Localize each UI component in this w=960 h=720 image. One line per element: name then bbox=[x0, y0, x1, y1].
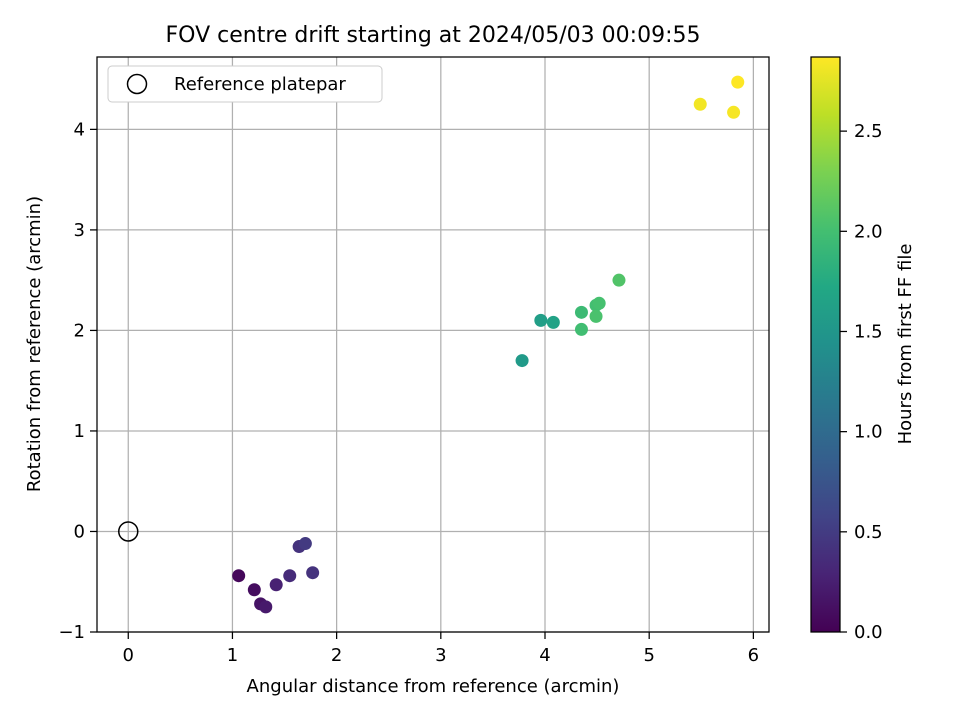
data-point bbox=[731, 75, 745, 89]
plot-area bbox=[97, 57, 769, 632]
data-point bbox=[269, 578, 283, 592]
data-point bbox=[592, 296, 606, 310]
x-tick-label: 3 bbox=[435, 645, 446, 666]
x-axis-label: Angular distance from reference (arcmin) bbox=[247, 676, 620, 697]
axes-frame bbox=[96, 56, 770, 633]
y-tick-label: 1 bbox=[74, 421, 85, 442]
colorbar-ticks: 0.0 0.5 1.0 1.5 2.0 2.5 bbox=[840, 121, 883, 643]
data-point bbox=[574, 322, 588, 336]
legend-label: Reference platepar bbox=[174, 74, 346, 95]
y-axis-ticks: −1 0 1 2 3 4 bbox=[58, 119, 97, 643]
legend-open-circle-icon bbox=[126, 73, 148, 95]
x-tick-label: 0 bbox=[123, 645, 134, 666]
data-point bbox=[515, 354, 529, 368]
colorbar-label: Hours from first FF file bbox=[895, 244, 916, 445]
reference-point-marker bbox=[118, 521, 139, 542]
data-point bbox=[298, 537, 312, 551]
data-point bbox=[589, 309, 603, 323]
legend-box bbox=[107, 65, 383, 103]
x-tick-label: 1 bbox=[227, 645, 238, 666]
data-points bbox=[232, 75, 745, 614]
data-point bbox=[283, 569, 297, 583]
data-point bbox=[546, 315, 560, 329]
y-tick-label: −1 bbox=[58, 622, 85, 643]
data-point bbox=[232, 569, 246, 583]
colorbar-tick-label: 2.5 bbox=[854, 121, 883, 142]
data-point bbox=[259, 600, 273, 614]
y-tick-label: 3 bbox=[74, 220, 85, 241]
data-point bbox=[306, 566, 320, 580]
colorbar-tick-label: 0.5 bbox=[854, 522, 883, 543]
colorbar-tick-label: 1.0 bbox=[854, 422, 883, 443]
y-tick-label: 4 bbox=[74, 119, 85, 140]
x-tick-label: 5 bbox=[643, 645, 654, 666]
colorbar-tick-label: 0.0 bbox=[854, 622, 883, 643]
grid-lines bbox=[97, 57, 769, 633]
chart-title: FOV centre drift starting at 2024/05/03 … bbox=[166, 23, 701, 48]
data-point bbox=[612, 273, 626, 287]
colorbar-tick-label: 1.5 bbox=[854, 321, 883, 342]
x-tick-label: 2 bbox=[331, 645, 342, 666]
data-point bbox=[693, 97, 707, 111]
x-tick-label: 4 bbox=[539, 645, 550, 666]
data-point bbox=[574, 305, 588, 319]
data-point bbox=[727, 105, 741, 119]
data-point bbox=[534, 313, 548, 327]
colorbar bbox=[810, 56, 841, 633]
data-point bbox=[247, 583, 261, 597]
y-tick-label: 0 bbox=[74, 521, 85, 542]
colorbar-tick-label: 2.0 bbox=[854, 221, 883, 242]
y-tick-label: 2 bbox=[74, 320, 85, 341]
legend: Reference platepar bbox=[107, 65, 383, 103]
y-axis-label: Rotation from reference (arcmin) bbox=[24, 196, 45, 492]
x-tick-label: 6 bbox=[748, 645, 759, 666]
x-axis-ticks: 0 1 2 3 4 5 6 bbox=[123, 632, 759, 666]
